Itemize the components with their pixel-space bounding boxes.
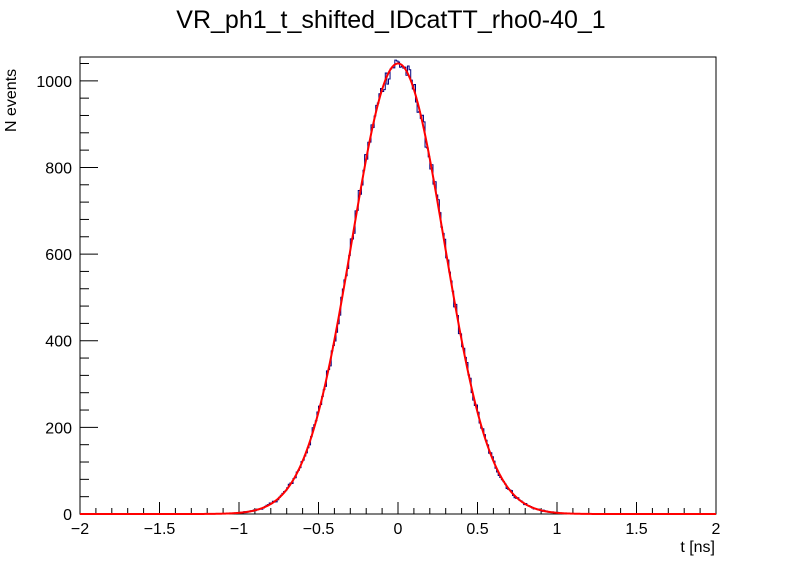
- x-tick-label: −1: [230, 521, 248, 538]
- x-tick-label: −2: [71, 521, 89, 538]
- x-tick-label: −0.5: [303, 521, 335, 538]
- y-tick-label: 200: [45, 420, 72, 437]
- x-tick-label: 1: [553, 521, 562, 538]
- y-tick-label: 800: [45, 160, 72, 177]
- y-axis: 0 200 400 600 800 1000: [36, 62, 98, 524]
- y-tick-label: 1000: [36, 74, 72, 91]
- histogram-series: [80, 59, 716, 515]
- x-tick-label: 1.5: [625, 521, 647, 538]
- x-tick-label: 0: [394, 521, 403, 538]
- x-tick-label: −1.5: [144, 521, 176, 538]
- x-tick-label: 0.5: [466, 521, 488, 538]
- fit-curve: [80, 62, 716, 515]
- chart-title: VR_ph1_t_shifted_IDcatTT_rho0-40_1: [176, 6, 605, 34]
- y-tick-label: 400: [45, 334, 72, 351]
- x-tick-label: 2: [712, 521, 721, 538]
- y-tick-label: 600: [45, 247, 72, 264]
- plot-frame: [79, 56, 717, 515]
- plot-area: −2 −1.5 −1 −0.5 0 0.5 1 1.5 2 0 200 400 600 800 1000: [36, 56, 721, 538]
- x-axis: −2 −1.5 −1 −0.5 0 0.5 1 1.5 2: [71, 502, 721, 538]
- x-axis-label: t [ns]: [680, 539, 715, 556]
- y-tick-label: 0: [63, 507, 72, 524]
- y-axis-label: N events: [3, 69, 20, 132]
